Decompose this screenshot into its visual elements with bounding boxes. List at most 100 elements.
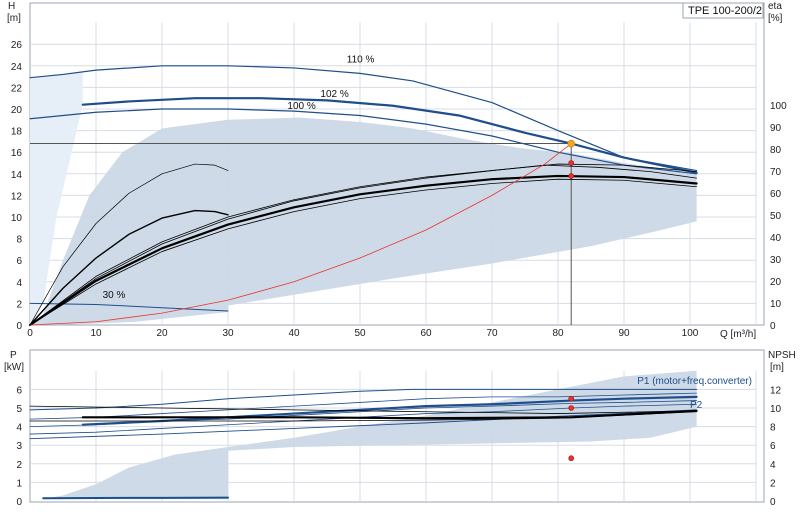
- top-y-tick-16: 16: [11, 148, 23, 159]
- top-y2-tick-10: 10: [770, 299, 782, 310]
- bot-series-npsh-7: [81, 409, 698, 420]
- top-y-tick-6: 6: [16, 256, 22, 267]
- top-series-efficiency-5: [29, 209, 229, 326]
- bottom-curves: [29, 388, 698, 500]
- top-markers: [567, 139, 576, 179]
- top-x-tick-20: 20: [156, 328, 168, 339]
- bot-y-tick-1: 1: [16, 478, 22, 489]
- top-curve-label-0: 110 %: [347, 55, 375, 66]
- top-marker-1: [568, 160, 575, 166]
- top-series-efficiency-7: [29, 163, 697, 326]
- top-marker-0: [567, 139, 576, 148]
- top-left-axis-label-line2: [m]: [7, 13, 21, 24]
- bottom-right-axis-label-line2: [m]: [770, 362, 784, 373]
- top-y2-tick-100: 100: [770, 101, 787, 112]
- top-series-head-2: [29, 108, 698, 175]
- bot-series-power-9: [42, 496, 229, 500]
- top-y-tick-10: 10: [11, 213, 23, 224]
- top-curve-labels: 110 % 102 % 100 % 30 %: [103, 55, 375, 301]
- bottom-curve-labels: P1 (motor+freq.converter) P2: [637, 376, 752, 411]
- top-y2-tick-80: 80: [770, 145, 782, 156]
- bot-y2-tick-10: 10: [770, 404, 782, 415]
- top-series-efficiency-6: [29, 164, 697, 326]
- top-y2-tick-40: 40: [770, 233, 782, 244]
- bot-series-power-3: [29, 400, 697, 428]
- top-y-tick-22: 22: [11, 83, 23, 94]
- x-axis-label: Q [m³/h]: [720, 329, 756, 340]
- bot-marker-2: [568, 455, 575, 462]
- top-x-tick-50: 50: [354, 328, 366, 339]
- top-y-tick-24: 24: [11, 62, 23, 73]
- top-y-tick-4: 4: [16, 278, 22, 289]
- top-series-system-10: [29, 143, 572, 326]
- top-y-tick-12: 12: [11, 191, 23, 202]
- bot-series-power-2: [81, 395, 698, 426]
- top-y2-tick-20: 20: [770, 277, 782, 288]
- top-curves: [28, 65, 698, 327]
- top-x-tick-10: 10: [90, 328, 102, 339]
- bot-series-npsh-8: [29, 411, 697, 422]
- bot-y2-tick-4: 4: [770, 460, 776, 471]
- bot-y-tick-5: 5: [16, 404, 22, 415]
- bot-y-tick-3: 3: [16, 441, 22, 452]
- top-y-tick-0: 0: [16, 321, 22, 332]
- top-y2-tick-70: 70: [770, 167, 782, 178]
- top-panel: 0 10 20 30 40 50 60 70 80 90 100024681012141618202…: [7, 1, 787, 340]
- top-x-tick-30: 30: [222, 328, 234, 339]
- top-series-efficiency-4: [29, 163, 229, 326]
- bot-series-power-1: [29, 392, 697, 420]
- bot-curve-label-1: P2: [690, 400, 703, 411]
- top-y-tick-18: 18: [11, 127, 23, 138]
- top-series-head-0: [29, 65, 698, 172]
- top-y2-tick-0: 0: [770, 321, 776, 332]
- model-box: [682, 2, 764, 19]
- top-startup-region: [30, 71, 83, 325]
- top-right-axis-label-line1: eta: [768, 1, 782, 12]
- bot-curve-label-0: P1 (motor+freq.converter): [637, 376, 752, 387]
- top-series-efficiency-9: [29, 178, 697, 326]
- top-y-tick-20: 20: [11, 105, 23, 116]
- bottom-markers: [568, 395, 575, 462]
- top-y2-tick-30: 30: [770, 255, 782, 266]
- top-left-axis-label-line1: H: [8, 1, 15, 12]
- bot-marker-1: [568, 405, 575, 411]
- top-operating-envelope: [30, 71, 697, 325]
- top-x-tick-0: 0: [27, 328, 33, 339]
- top-x-tick-80: 80: [552, 328, 564, 339]
- bot-y2-tick-0: 0: [770, 497, 776, 508]
- top-envelope-shape: [30, 117, 697, 325]
- model-name: TPE 100-200/2: [688, 5, 762, 17]
- top-curve-label-2: 100 %: [287, 101, 315, 112]
- top-x-tick-70: 70: [486, 328, 498, 339]
- top-y2-tick-90: 90: [770, 123, 782, 134]
- top-curve-label-1: 102 %: [320, 89, 348, 100]
- bot-y2-tick-8: 8: [770, 423, 776, 434]
- top-y-tick-26: 26: [11, 40, 23, 51]
- top-ticks: 0 10 20 30 40 50 60 70 80 90 100024681012141618202…: [11, 40, 787, 339]
- bot-y2-tick-12: 12: [770, 385, 782, 396]
- bot-y-tick-2: 2: [16, 460, 22, 471]
- bot-y-tick-0: 0: [16, 497, 22, 508]
- top-x-tick-100: 100: [682, 328, 699, 339]
- bot-marker-0: [568, 395, 575, 402]
- top-curve-label-3: 30 %: [103, 290, 126, 301]
- top-y2-tick-60: 60: [770, 189, 782, 200]
- top-y-tick-14: 14: [11, 170, 23, 181]
- bot-y2-tick-2: 2: [770, 478, 776, 489]
- bottom-right-axis-label-line1: NPSH: [768, 350, 796, 361]
- top-x-tick-60: 60: [420, 328, 432, 339]
- bot-series-power-0: [29, 388, 698, 411]
- top-series-head-1: [81, 97, 698, 174]
- top-series-efficiency-8: [28, 174, 698, 327]
- top-x-tick-40: 40: [288, 328, 300, 339]
- bot-series-power-5: [29, 409, 698, 440]
- bot-series-npsh-6: [29, 405, 697, 414]
- top-y-tick-2: 2: [16, 299, 22, 310]
- top-y-tick-8: 8: [16, 235, 22, 246]
- bot-y-tick-6: 6: [16, 385, 22, 396]
- top-marker-2: [568, 173, 575, 179]
- bottom-left-axis-label-line1: P: [10, 350, 17, 361]
